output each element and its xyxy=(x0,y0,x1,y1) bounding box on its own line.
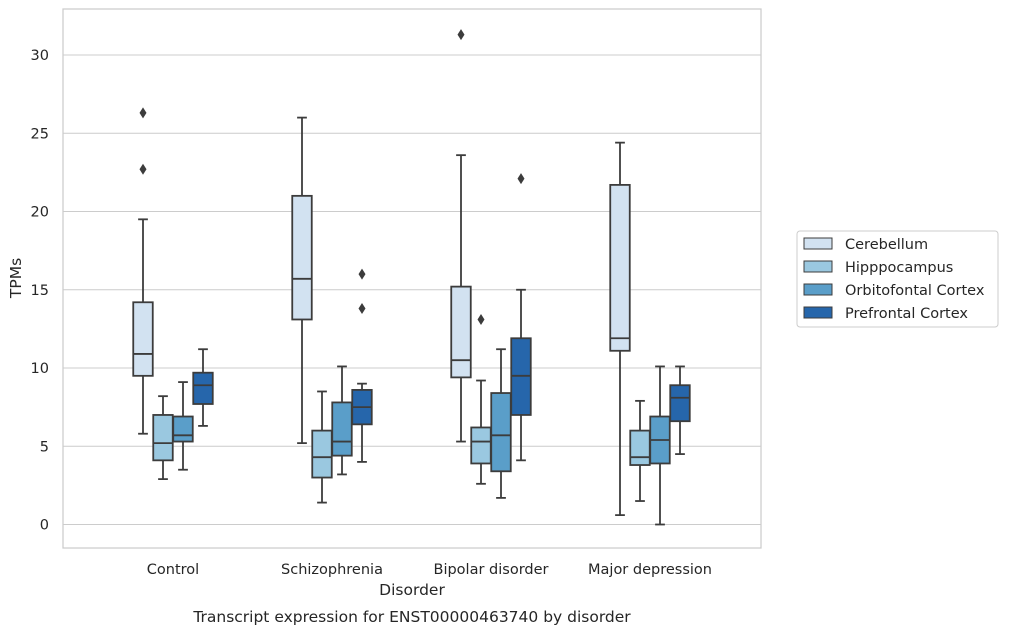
box-prefrontal-cortex-major-depression xyxy=(669,365,691,455)
legend-label-prefrontal-cortex: Prefrontal Cortex xyxy=(845,306,968,322)
x-tick-label-schizophrenia: Schizophrenia xyxy=(281,562,383,578)
box-prefrontal-cortex-control xyxy=(192,348,214,427)
legend-frame xyxy=(796,230,999,328)
box-hipppocampus-bipolar-disorder-iqr-box xyxy=(470,426,492,465)
box-cerebellum-schizophrenia xyxy=(291,116,313,445)
box-orbitofontal-cortex-bipolar-disorder-iqr-box xyxy=(490,392,512,473)
box-cerebellum-major-depression-iqr-box xyxy=(609,183,631,352)
box-cerebellum-bipolar-disorder-iqr-box xyxy=(450,285,472,379)
box-hipppocampus-bipolar-disorder-outlier-0 xyxy=(477,313,485,325)
box-cerebellum-schizophrenia-iqr-box xyxy=(291,194,313,321)
x-tick-labels: Control Schizophrenia Bipolar disorder Majo… xyxy=(147,562,712,578)
gridlines xyxy=(63,54,761,526)
y-tick-label-15: 15 xyxy=(31,283,49,299)
y-tick-label-25: 25 xyxy=(31,126,49,142)
box-hipppocampus-major-depression xyxy=(629,399,651,502)
box-prefrontal-cortex-bipolar-disorder-outlier-0 xyxy=(517,173,525,185)
box-hipppocampus-schizophrenia xyxy=(311,390,333,504)
x-tick-label-control: Control xyxy=(147,562,199,578)
y-tick-label-30: 30 xyxy=(31,48,49,64)
legend-label-hipppocampus: Hipppocampus xyxy=(845,260,953,276)
box-hipppocampus-bipolar-disorder xyxy=(470,313,492,485)
box-cerebellum-control-outlier-1 xyxy=(139,107,147,119)
plot-frame xyxy=(62,8,762,549)
box-series-layer xyxy=(132,29,691,526)
x-axis-label: Disorder xyxy=(379,581,445,599)
box-hipppocampus-control xyxy=(152,395,174,481)
legend-swatch-cerebellum xyxy=(803,237,833,250)
box-cerebellum-control-outlier-0 xyxy=(139,163,147,175)
box-prefrontal-cortex-schizophrenia-outlier-0 xyxy=(358,303,366,315)
box-hipppocampus-major-depression-iqr-box xyxy=(629,429,651,466)
box-cerebellum-bipolar-disorder xyxy=(450,29,472,443)
box-prefrontal-cortex-major-depression-iqr-box xyxy=(669,384,691,423)
legend-swatch-hipppocampus xyxy=(803,260,833,273)
box-cerebellum-major-depression xyxy=(609,141,631,517)
x-tick-label-major-depression: Major depression xyxy=(588,562,712,578)
box-prefrontal-cortex-control-iqr-box xyxy=(192,371,214,405)
box-orbitofontal-cortex-control xyxy=(172,381,194,471)
box-orbitofontal-cortex-schizophrenia xyxy=(331,365,353,476)
y-tick-label-10: 10 xyxy=(31,361,49,377)
box-orbitofontal-cortex-major-depression xyxy=(649,365,671,526)
legend: Cerebellum Hipppocampus Orbitofontal Corte… xyxy=(796,230,999,328)
y-tick-label-0: 0 xyxy=(40,518,49,534)
legend-swatch-prefrontal-cortex xyxy=(803,306,833,319)
box-orbitofontal-cortex-control-iqr-box xyxy=(172,415,194,443)
box-prefrontal-cortex-schizophrenia xyxy=(351,268,373,463)
box-cerebellum-control xyxy=(132,107,154,435)
box-prefrontal-cortex-bipolar-disorder xyxy=(510,173,532,462)
legend-swatch-orbitofontal-cortex xyxy=(803,283,833,296)
y-tick-label-5: 5 xyxy=(40,439,49,455)
box-prefrontal-cortex-schizophrenia-outlier-1 xyxy=(358,268,366,280)
x-tick-label-bipolar-disorder: Bipolar disorder xyxy=(434,562,549,578)
box-orbitofontal-cortex-bipolar-disorder xyxy=(490,348,512,499)
y-tick-label-20: 20 xyxy=(31,205,49,221)
box-hipppocampus-control-iqr-box xyxy=(152,414,174,462)
y-axis-label: TPMs xyxy=(7,258,25,299)
box-hipppocampus-schizophrenia-iqr-box xyxy=(311,429,333,479)
legend-label-cerebellum: Cerebellum xyxy=(845,237,928,253)
box-orbitofontal-cortex-schizophrenia-iqr-box xyxy=(331,401,353,457)
box-cerebellum-control-iqr-box xyxy=(132,301,154,377)
y-tick-labels: 0 5 10 15 20 25 30 xyxy=(31,48,49,534)
chart-caption: Transcript expression for ENST0000046374… xyxy=(192,608,631,626)
legend-label-orbitofontal-cortex: Orbitofontal Cortex xyxy=(845,283,985,299)
box-cerebellum-bipolar-disorder-outlier-0 xyxy=(457,29,465,41)
